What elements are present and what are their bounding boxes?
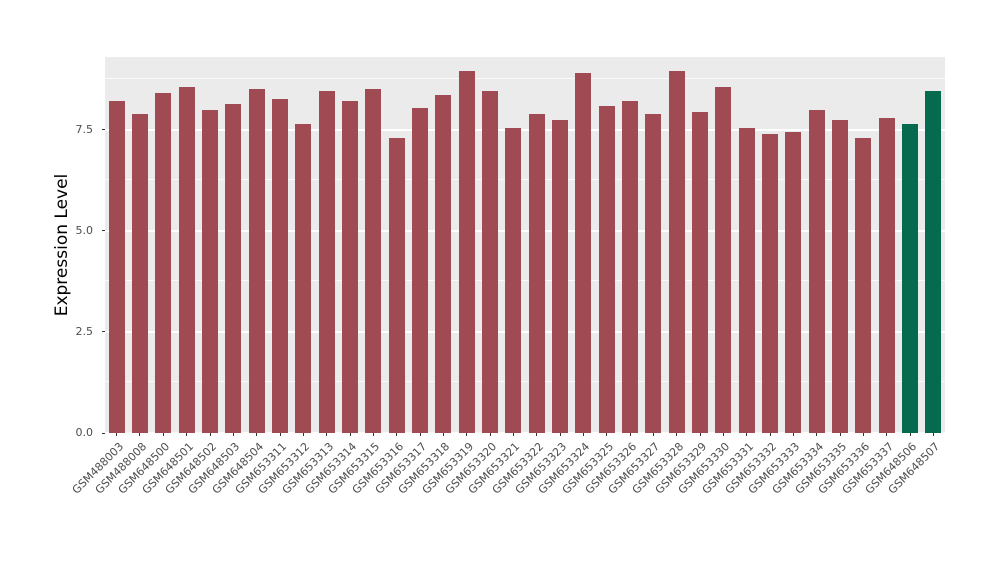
x-tick-mark <box>769 433 771 436</box>
y-tick-mark <box>102 432 105 434</box>
y-tick-label: 5.0 <box>75 223 94 237</box>
bar-GSM648500 <box>155 93 172 433</box>
x-tick-mark <box>326 433 328 436</box>
x-tick-mark <box>932 433 934 436</box>
x-tick-mark <box>792 433 794 436</box>
bar-GSM653331 <box>738 127 755 433</box>
major-gridline <box>105 432 945 434</box>
x-tick-mark <box>139 433 141 436</box>
bar-GSM653325 <box>598 105 615 433</box>
x-tick-mark <box>909 433 911 436</box>
bar-GSM653316 <box>388 137 405 433</box>
bar-GSM648504 <box>248 89 265 433</box>
bar-GSM653315 <box>365 89 382 433</box>
x-tick-mark <box>279 433 281 436</box>
bar-GSM653320 <box>481 91 498 433</box>
bar-GSM653330 <box>715 87 732 433</box>
gridlines-layer <box>105 57 945 434</box>
x-tick-mark <box>419 433 421 436</box>
bar-GSM653312 <box>295 123 312 433</box>
major-gridline <box>105 229 945 232</box>
bar-GSM653329 <box>692 111 708 433</box>
x-tick-mark <box>372 433 374 436</box>
x-tick-mark <box>466 433 468 436</box>
x-tick-mark <box>162 433 164 436</box>
x-tick-mark <box>209 433 211 436</box>
x-tick-mark <box>442 433 444 436</box>
bar-GSM653323 <box>552 119 568 433</box>
x-tick-mark <box>816 433 818 436</box>
y-tick-mark <box>102 230 105 232</box>
y-tick-mark <box>102 129 105 131</box>
bar-GSM653337 <box>878 117 895 433</box>
bar-GSM648506 <box>902 123 918 433</box>
x-tick-mark <box>886 433 888 436</box>
bar-GSM653326 <box>622 101 638 433</box>
bar-GSM653314 <box>341 101 358 433</box>
minor-gridline <box>105 381 945 383</box>
x-tick-mark <box>629 433 631 436</box>
bar-GSM488008 <box>131 113 148 433</box>
x-tick-mark <box>186 433 188 436</box>
x-tick-mark <box>746 433 748 436</box>
x-tick-mark <box>699 433 701 436</box>
x-tick-mark <box>256 433 258 436</box>
x-tick-mark <box>862 433 864 436</box>
bar-GSM653334 <box>808 109 825 433</box>
bar-GSM648501 <box>178 87 195 433</box>
bar-GSM653317 <box>412 107 428 433</box>
bar-GSM653319 <box>458 71 475 433</box>
x-tick-mark <box>722 433 724 436</box>
x-tick-mark <box>582 433 584 436</box>
bar-GSM653318 <box>435 95 452 433</box>
bar-GSM653328 <box>668 71 685 433</box>
minor-gridline <box>105 280 945 282</box>
bar-GSM648502 <box>202 109 218 433</box>
x-tick-mark <box>302 433 304 436</box>
bar-GSM648503 <box>225 103 242 433</box>
x-tick-mark <box>536 433 538 436</box>
bar-GSM648507 <box>925 91 942 433</box>
x-tick-mark <box>839 433 841 436</box>
y-tick-label: 0.0 <box>75 426 94 439</box>
x-tick-mark <box>349 433 351 436</box>
y-tick-label: 7.5 <box>75 122 94 136</box>
x-tick-mark <box>559 433 561 436</box>
plot-area <box>105 57 945 434</box>
x-tick-mark <box>116 433 118 436</box>
bar-GSM653322 <box>528 113 545 433</box>
minor-gridline <box>105 78 945 80</box>
minor-gridline <box>105 179 945 181</box>
x-tick-mark <box>489 433 491 436</box>
x-axis: GSM488003 GSM488008 GSM648500 GSM648501 GSM6… <box>69 433 945 563</box>
major-gridline <box>105 330 945 333</box>
x-tick-mark <box>606 433 608 436</box>
bar-GSM488003 <box>108 101 125 433</box>
bar-GSM653332 <box>761 133 778 433</box>
bars-layer <box>105 57 945 433</box>
x-tick-mark <box>232 433 234 436</box>
x-tick-mark <box>396 433 398 436</box>
x-tick-mark <box>676 433 678 436</box>
bar-GSM653313 <box>318 91 335 433</box>
y-axis: 0.0 2.5 5.0 7.5 <box>0 57 105 439</box>
y-tick-label: 2.5 <box>75 324 94 338</box>
x-tick-mark <box>652 433 654 436</box>
bar-GSM653333 <box>785 131 802 433</box>
bar-GSM653324 <box>575 73 592 433</box>
bar-GSM653321 <box>505 127 522 433</box>
bar-GSM653336 <box>855 137 872 433</box>
bar-GSM653335 <box>832 119 848 433</box>
x-tick-mark <box>512 433 514 436</box>
major-gridline <box>105 128 945 131</box>
bar-GSM653327 <box>645 113 662 433</box>
bar-GSM653311 <box>272 99 288 433</box>
y-tick-mark <box>102 331 105 333</box>
